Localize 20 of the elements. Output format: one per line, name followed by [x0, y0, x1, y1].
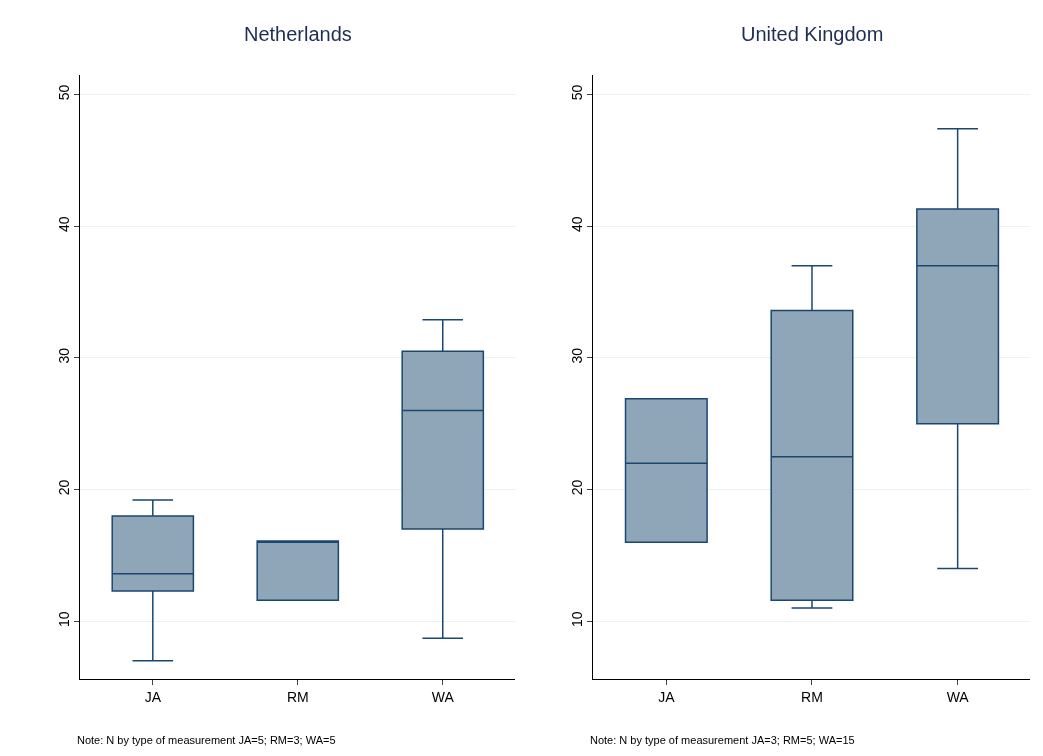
y-tick-label: 50 [568, 84, 585, 101]
y-tick-label: 30 [55, 347, 72, 364]
y-tick-label: 20 [568, 479, 585, 496]
text: Note: N by type of measurement JA=3; RM=5; WA=15 [590, 734, 855, 746]
x-tick-label: WA [431, 688, 455, 705]
x-tick-label: JA [658, 688, 676, 705]
x-tick-label: RM [801, 688, 823, 705]
x-tick-label: WA [946, 688, 970, 705]
y-tick-label: 40 [55, 216, 72, 232]
y-tick-label: 40 [568, 216, 585, 232]
chart-title: Netherlands [244, 23, 352, 45]
chart-title: United Kingdom [741, 23, 884, 45]
y-tick-label: 50 [55, 84, 72, 101]
x-tick-label: RM [286, 688, 309, 705]
y-tick-label: 10 [55, 611, 72, 627]
text: Note: N by type of measurement JA=5; RM=3; WA=5 [77, 734, 336, 746]
y-tick-label: 10 [568, 611, 585, 627]
y-tick-label: 20 [55, 479, 72, 496]
x-tick-label: JA [144, 688, 162, 705]
y-tick-label: 30 [568, 347, 585, 364]
